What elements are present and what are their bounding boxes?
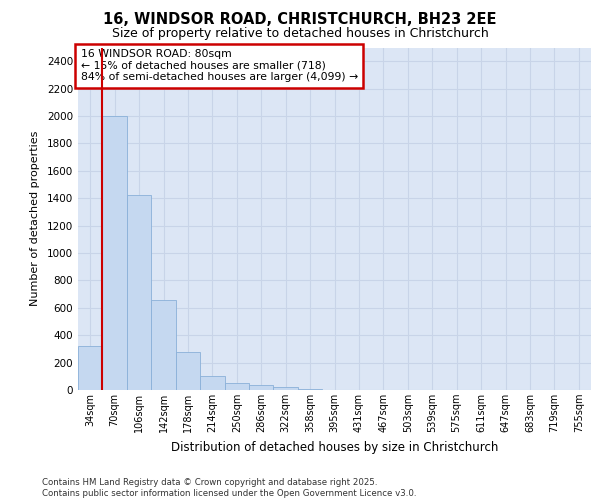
- Bar: [224, 383, 249, 390]
- Text: 16 WINDSOR ROAD: 80sqm
← 15% of detached houses are smaller (718)
84% of semi-de: 16 WINDSOR ROAD: 80sqm ← 15% of detached…: [80, 49, 358, 82]
- Text: 16, WINDSOR ROAD, CHRISTCHURCH, BH23 2EE: 16, WINDSOR ROAD, CHRISTCHURCH, BH23 2EE: [103, 12, 497, 28]
- X-axis label: Distribution of detached houses by size in Christchurch: Distribution of detached houses by size …: [171, 440, 498, 454]
- Bar: [103, 116, 127, 390]
- Text: Size of property relative to detached houses in Christchurch: Size of property relative to detached ho…: [112, 28, 488, 40]
- Bar: [78, 346, 103, 390]
- Y-axis label: Number of detached properties: Number of detached properties: [30, 131, 40, 306]
- Bar: [127, 196, 151, 390]
- Bar: [274, 388, 298, 390]
- Bar: [151, 300, 176, 390]
- Bar: [176, 352, 200, 390]
- Bar: [200, 376, 224, 390]
- Text: Contains HM Land Registry data © Crown copyright and database right 2025.
Contai: Contains HM Land Registry data © Crown c…: [42, 478, 416, 498]
- Bar: [249, 385, 274, 390]
